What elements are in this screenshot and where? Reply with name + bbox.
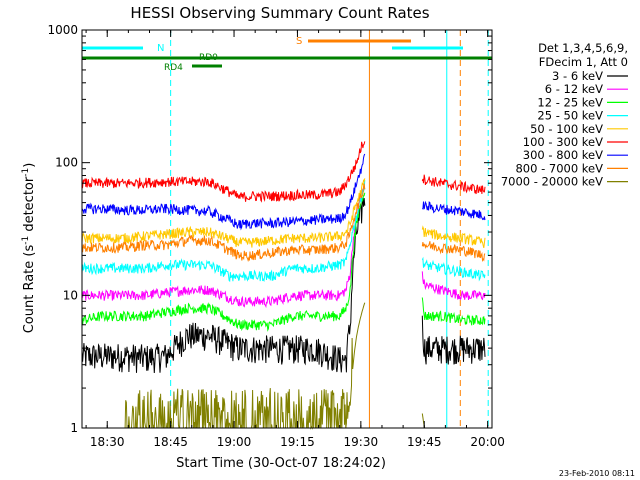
series-line-7-b <box>421 241 486 263</box>
legend-label-1: 6 - 12 keV <box>545 82 603 96</box>
y-tick-label: 100 <box>55 156 78 170</box>
footer-date: 23-Feb-2010 08:11 <box>559 469 635 478</box>
x-tick-label: 19:15 <box>280 435 315 449</box>
series-line-5-b <box>421 174 486 195</box>
series-line-1 <box>81 185 366 309</box>
y-axis-label-mid: detector <box>22 176 37 236</box>
series-line-8-b <box>421 413 485 429</box>
x-tick-label: 20:00 <box>470 435 505 449</box>
y-tick-label: 1 <box>70 421 78 435</box>
series-line-3-b <box>421 256 486 282</box>
series-line-6 <box>81 153 366 231</box>
legend-header-line2: FDecim 1, Att 0 <box>539 55 628 69</box>
x-tick-label: 19:00 <box>217 435 252 449</box>
series-line-1-b <box>421 271 486 301</box>
series-line-4 <box>81 178 366 248</box>
series-line-6-b <box>421 200 486 221</box>
legend-label-3: 25 - 50 keV <box>537 109 603 123</box>
axes-border <box>81 29 493 429</box>
legend-label-0: 3 - 6 keV <box>552 69 603 83</box>
x-axis-label: Start Time (30-Oct-07 18:24:02) <box>176 456 386 471</box>
flag-label-rd4: RD4 <box>164 63 183 73</box>
series-line-7 <box>81 183 366 263</box>
series-line-2-b <box>421 297 486 326</box>
series-line-2 <box>81 192 366 332</box>
y-tick-label: 10 <box>63 288 78 302</box>
x-tick-label: 18:30 <box>90 435 125 449</box>
x-axis-ticks: 18:30 18:45 19:00 19:15 19:30 19:45 20:00 <box>85 30 505 449</box>
flag-label-n: N <box>157 43 164 54</box>
x-tick-label: 19:30 <box>344 435 379 449</box>
series-line-0-b <box>421 315 486 365</box>
x-tick-label: 19:45 <box>407 435 442 449</box>
y-axis-label-sup2: -1 <box>21 168 31 177</box>
series-line-4-b <box>421 225 486 249</box>
legend-label-5: 100 - 300 keV <box>523 135 603 149</box>
series-line-0 <box>81 197 366 374</box>
y-axis-label-end: ) <box>22 163 37 168</box>
y-axis-ticks: 1 10 100 1000 <box>47 23 492 435</box>
y-axis-label-main: Count Rate (s <box>22 245 37 334</box>
plot-area: N S RD4 RD0 <box>81 30 492 430</box>
legend-label-7: 800 - 7000 keV <box>515 161 603 175</box>
y-axis-label-sup1: -1 <box>21 236 31 245</box>
legend-label-6: 300 - 800 keV <box>523 148 603 162</box>
legend-label-4: 50 - 100 keV <box>530 122 603 136</box>
axes-frame <box>81 29 493 429</box>
y-axis-label: Count Rate (s-1 detector-1) <box>21 163 37 334</box>
legend-label-8: 7000 - 20000 keV <box>501 175 603 189</box>
series-line-5 <box>81 141 366 203</box>
y-tick-label: 1000 <box>47 23 78 37</box>
series-line-3 <box>81 180 366 283</box>
flag-label-s: S <box>296 36 302 47</box>
legend-header-line1: Det 1,3,4,5,6,9, <box>538 41 628 55</box>
x-tick-label: 18:45 <box>153 435 188 449</box>
legend-label-2: 12 - 25 keV <box>537 95 603 109</box>
chart-title: HESSI Observing Summary Count Rates <box>130 4 429 22</box>
legend: Det 1,3,4,5,6,9, FDecim 1, Att 0 3 - 6 k… <box>501 41 628 189</box>
flag-label-rd0: RD0 <box>199 53 218 63</box>
